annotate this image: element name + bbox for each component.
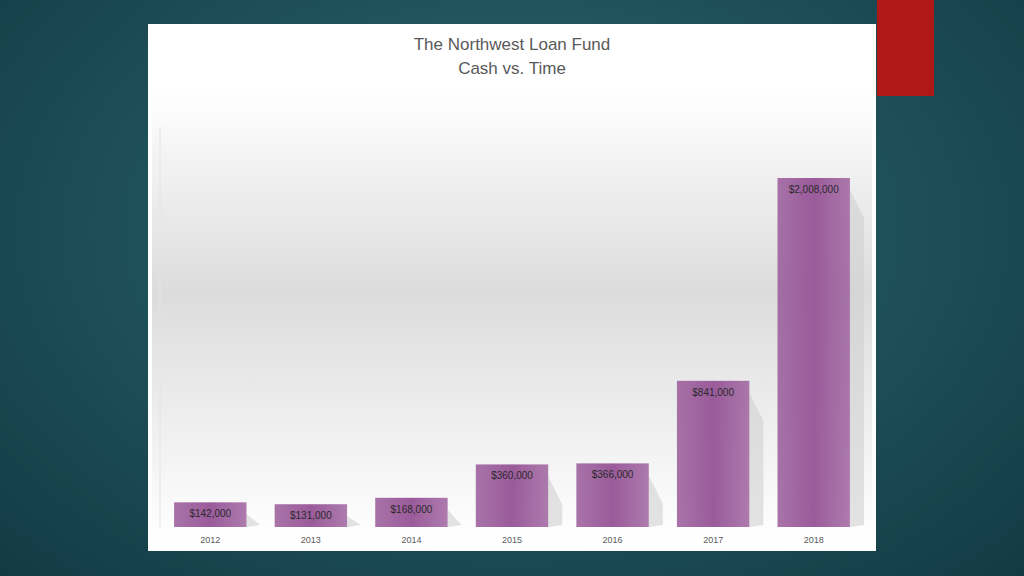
x-tick-label: 2013 — [301, 535, 321, 545]
plot-background — [152, 90, 872, 540]
x-tick-label: 2018 — [804, 535, 824, 545]
labels: $142,000 2012 $131,000 2013 $168,000 2014 $360… — [189, 184, 839, 545]
title: The Northwest Loan Fund — [414, 35, 611, 54]
subtitle: Cash vs. Time — [458, 59, 566, 78]
chart-svg: The Northwest Loan Fund Cash vs. Time $142… — [0, 0, 1024, 576]
data-label: $2,008,000 — [789, 184, 839, 195]
data-label: $360,000 — [491, 470, 533, 481]
data-label: $168,000 — [391, 504, 433, 515]
x-tick-label: 2015 — [502, 535, 522, 545]
bar-shadow — [850, 190, 864, 527]
accent-rect — [877, 0, 934, 96]
bar — [174, 502, 246, 527]
data-label: $131,000 — [290, 510, 332, 521]
bars — [174, 178, 864, 527]
x-tick-label: 2016 — [603, 535, 623, 545]
bar-shadow — [246, 514, 260, 527]
bar — [275, 504, 347, 527]
bar-shadow — [649, 475, 663, 527]
bar — [476, 464, 548, 527]
bar-shadow — [347, 516, 361, 527]
bar — [576, 463, 648, 527]
chart-panel — [148, 24, 876, 551]
bar-shadow — [749, 393, 763, 527]
bar-shadow — [448, 510, 462, 527]
x-tick-label: 2017 — [703, 535, 723, 545]
bar — [778, 178, 850, 527]
x-tick-label: 2012 — [200, 535, 220, 545]
bar — [375, 498, 447, 527]
y-axis-line — [160, 127, 161, 527]
data-label: $841,000 — [692, 387, 734, 398]
x-tick-label: 2014 — [401, 535, 421, 545]
bar — [677, 381, 749, 527]
data-label: $142,000 — [189, 508, 231, 519]
bar-shadow — [548, 476, 562, 527]
data-label: $366,000 — [592, 469, 634, 480]
